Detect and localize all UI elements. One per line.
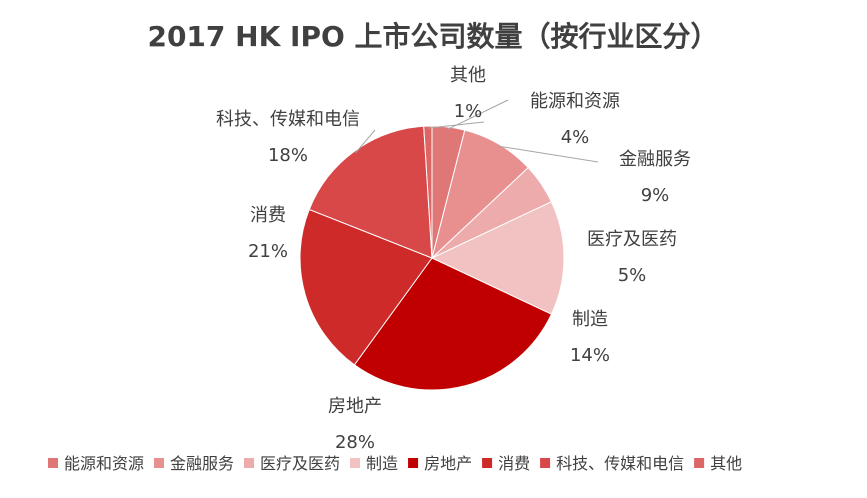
slice-3-name-label: 制造 [572,309,608,330]
slice-0-name-label: 能源和资源 [530,91,620,112]
slice-6-name-label: 科技、传媒和电信 [216,109,360,130]
slice-6-value-label: 18% [268,145,308,166]
slice-0-legend-swatch [48,458,58,468]
slice-4-legend-swatch [408,458,419,468]
slice-3-legend-label: 制造 [366,454,398,473]
slice-5-legend-swatch [482,458,493,468]
slice-2-name-label: 医疗及医药 [587,229,677,250]
leader-lines [355,99,599,163]
slice-6-wedge [308,125,433,259]
slice-2-value-label: 5% [618,265,647,286]
slice-0-value-label: 4% [561,127,590,148]
slice-4-name-label: 房地产 [328,396,382,417]
slice-0-legend-label: 能源和资源 [64,454,144,473]
slice-5-value-label: 21% [248,241,288,262]
slice-4-value-label: 28% [335,432,375,453]
slice-1-value-label: 9% [641,185,670,206]
slice-7-leader-line [427,121,485,129]
slice-6-legend-label: 科技、传媒和电信 [556,454,684,473]
slice-0-leader-line [448,99,509,130]
slice-5-wedge [299,208,433,366]
slice-1-legend-label: 金融服务 [170,454,234,473]
slice-labels: 能源和资源 4% 金融服务 9% 医疗及医药 5% 制造 14% 房地产 28% 消费 21% 科技、传… [216,65,691,453]
slice-1-legend-swatch [154,458,165,468]
slice-7-value-label: 1% [454,101,483,122]
slice-6-legend-swatch [540,458,551,468]
slice-7-legend-label: 其他 [710,454,742,473]
slice-5-legend-label: 消费 [498,454,530,473]
slice-1-name-label: 金融服务 [619,149,691,170]
slice-4-wedge [353,257,553,391]
slice-2-legend-swatch [244,458,255,468]
chart-title: 2017 HK IPO 上市公司数量（按行业区分） [147,20,718,53]
slice-7-name-label: 其他 [450,65,486,86]
slice-7-legend-swatch [694,458,705,468]
slice-5-name-label: 消费 [250,205,286,226]
slice-6-leader-line [355,129,376,154]
slice-7-wedge [423,125,433,259]
slice-1-leader-line [498,145,599,163]
pie-slices [299,125,565,391]
slice-4-legend-label: 房地产 [424,454,472,473]
slice-3-wedge [430,201,565,315]
legend: 能源和资源 金融服务 医疗及医药 制造 房地产 消费 科技、传媒和电信 其他 [48,454,742,473]
slice-3-value-label: 14% [570,345,610,366]
slice-3-legend-swatch [350,458,361,468]
slice-2-legend-label: 医疗及医药 [260,454,340,473]
